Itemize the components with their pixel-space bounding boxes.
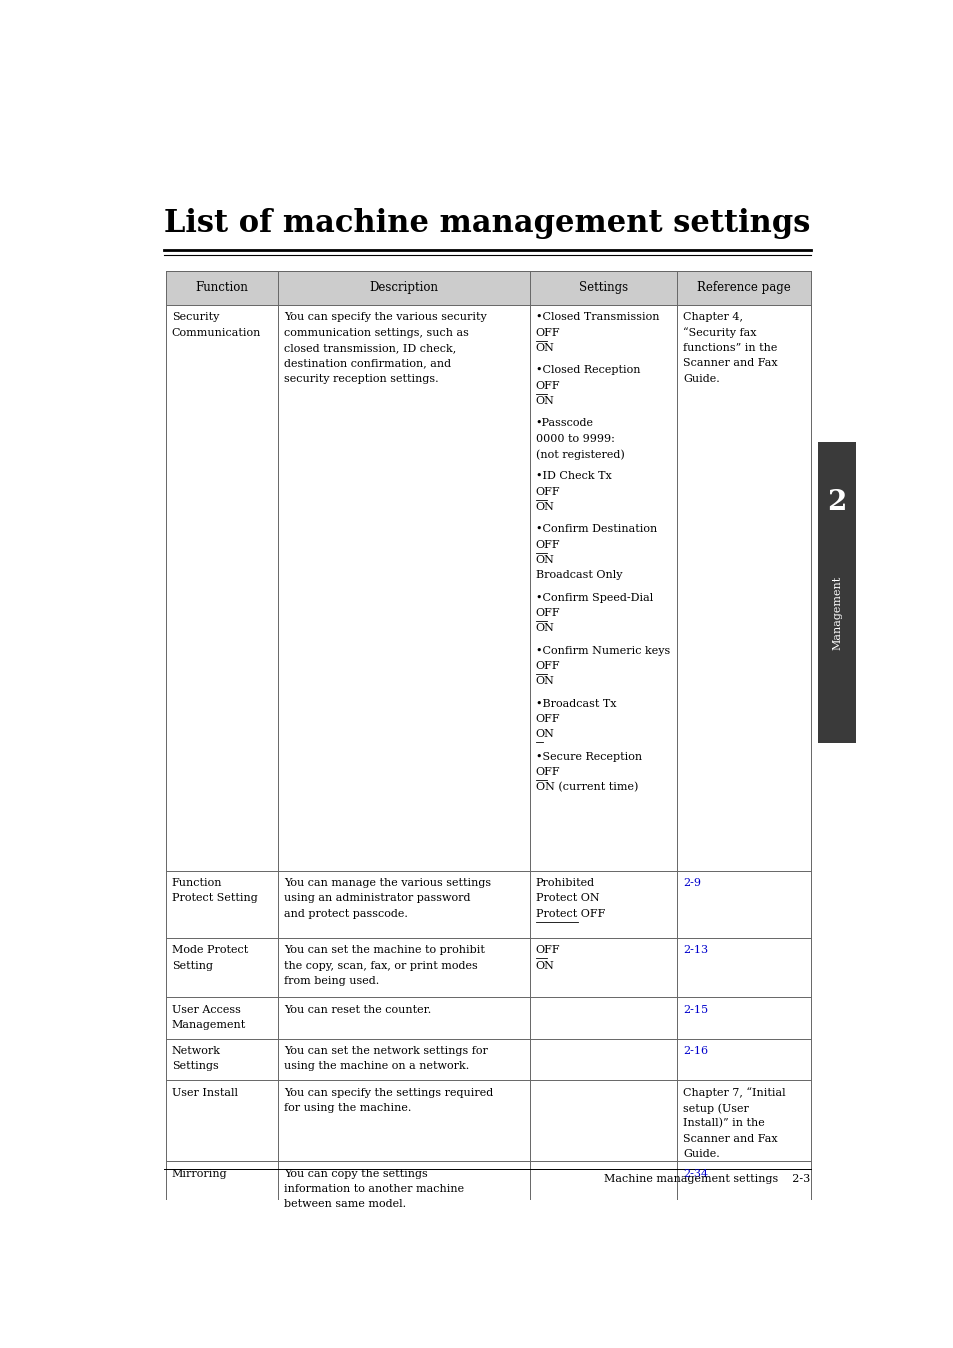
Text: using the machine on a network.: using the machine on a network. bbox=[284, 1061, 469, 1072]
Text: Prohibited: Prohibited bbox=[535, 878, 594, 888]
Text: •ID Check Tx: •ID Check Tx bbox=[535, 472, 611, 481]
Text: for using the machine.: for using the machine. bbox=[284, 1103, 411, 1113]
Text: ON: ON bbox=[535, 555, 554, 565]
Text: Settings: Settings bbox=[578, 282, 627, 294]
Text: between same model.: between same model. bbox=[284, 1200, 406, 1209]
Text: Management: Management bbox=[831, 576, 841, 650]
Text: Protect ON: Protect ON bbox=[535, 894, 598, 903]
Text: You can set the machine to prohibit: You can set the machine to prohibit bbox=[284, 945, 484, 956]
Text: Scanner and Fax: Scanner and Fax bbox=[682, 1134, 778, 1143]
Text: Chapter 7, “Initial: Chapter 7, “Initial bbox=[682, 1088, 785, 1099]
Text: You can specify the various security: You can specify the various security bbox=[284, 313, 486, 322]
Text: You can set the network settings for: You can set the network settings for bbox=[284, 1046, 488, 1055]
Text: List of machine management settings: List of machine management settings bbox=[164, 209, 809, 240]
FancyBboxPatch shape bbox=[166, 271, 810, 305]
Text: OFF: OFF bbox=[535, 608, 559, 617]
Text: Management: Management bbox=[172, 1020, 246, 1030]
Text: communication settings, such as: communication settings, such as bbox=[284, 328, 469, 337]
Text: •Broadcast Tx: •Broadcast Tx bbox=[535, 698, 616, 709]
Text: security reception settings.: security reception settings. bbox=[284, 373, 438, 384]
Text: Description: Description bbox=[369, 282, 438, 294]
Text: •Closed Transmission: •Closed Transmission bbox=[535, 313, 659, 322]
Text: OFF: OFF bbox=[535, 328, 559, 337]
Text: You can copy the settings: You can copy the settings bbox=[284, 1169, 428, 1178]
Text: Security: Security bbox=[172, 313, 219, 322]
Text: •Secure Reception: •Secure Reception bbox=[535, 752, 641, 762]
Text: OFF: OFF bbox=[535, 380, 559, 391]
Text: ON: ON bbox=[535, 396, 554, 406]
Text: Mirroring: Mirroring bbox=[172, 1169, 227, 1178]
Text: using an administrator password: using an administrator password bbox=[284, 894, 470, 903]
Text: Machine management settings    2-3: Machine management settings 2-3 bbox=[603, 1174, 810, 1184]
Text: Broadcast Only: Broadcast Only bbox=[535, 570, 621, 581]
Text: You can reset the counter.: You can reset the counter. bbox=[284, 1004, 431, 1015]
Text: 2-13: 2-13 bbox=[682, 945, 708, 956]
Text: You can specify the settings required: You can specify the settings required bbox=[284, 1088, 493, 1097]
Text: ON: ON bbox=[535, 342, 554, 353]
Text: ON (current time): ON (current time) bbox=[535, 782, 638, 793]
Text: •Confirm Destination: •Confirm Destination bbox=[535, 524, 656, 534]
Text: the copy, scan, fax, or print modes: the copy, scan, fax, or print modes bbox=[284, 961, 477, 971]
Text: User Install: User Install bbox=[172, 1088, 237, 1097]
Text: Scanner and Fax: Scanner and Fax bbox=[682, 359, 778, 368]
Text: OFF: OFF bbox=[535, 539, 559, 550]
FancyBboxPatch shape bbox=[817, 442, 856, 743]
Text: information to another machine: information to another machine bbox=[284, 1184, 464, 1194]
Text: OFF: OFF bbox=[535, 714, 559, 724]
Text: ON: ON bbox=[535, 623, 554, 634]
Text: Guide.: Guide. bbox=[682, 1148, 720, 1159]
Text: ON: ON bbox=[535, 501, 554, 512]
Text: from being used.: from being used. bbox=[284, 976, 379, 987]
Text: •Passcode: •Passcode bbox=[535, 418, 593, 429]
Text: Reference page: Reference page bbox=[697, 282, 790, 294]
Text: ON: ON bbox=[535, 677, 554, 686]
Text: Function: Function bbox=[195, 282, 248, 294]
Text: Guide.: Guide. bbox=[682, 373, 720, 384]
Text: Function: Function bbox=[172, 878, 222, 888]
Text: 2-34: 2-34 bbox=[682, 1169, 708, 1178]
Text: •Confirm Numeric keys: •Confirm Numeric keys bbox=[535, 646, 669, 655]
Text: OFF: OFF bbox=[535, 767, 559, 776]
Text: Install)” in the: Install)” in the bbox=[682, 1119, 764, 1128]
Text: destination confirmation, and: destination confirmation, and bbox=[284, 359, 451, 368]
Text: Network: Network bbox=[172, 1046, 220, 1055]
Text: 2-15: 2-15 bbox=[682, 1004, 708, 1015]
Text: ON: ON bbox=[535, 961, 554, 971]
Text: Mode Protect: Mode Protect bbox=[172, 945, 248, 956]
Text: Communication: Communication bbox=[172, 328, 261, 337]
Text: (not registered): (not registered) bbox=[535, 449, 623, 460]
Text: and protect passcode.: and protect passcode. bbox=[284, 909, 408, 919]
Text: 2: 2 bbox=[826, 489, 846, 516]
Text: •Confirm Speed-Dial: •Confirm Speed-Dial bbox=[535, 593, 652, 603]
Text: Protect Setting: Protect Setting bbox=[172, 894, 257, 903]
Text: 0000 to 9999:: 0000 to 9999: bbox=[535, 434, 614, 443]
Text: OFF: OFF bbox=[535, 661, 559, 671]
Text: OFF: OFF bbox=[535, 945, 559, 956]
Text: functions” in the: functions” in the bbox=[682, 342, 777, 353]
Text: Settings: Settings bbox=[172, 1061, 218, 1072]
Text: 2-9: 2-9 bbox=[682, 878, 700, 888]
Text: Chapter 4,: Chapter 4, bbox=[682, 313, 742, 322]
Text: Setting: Setting bbox=[172, 961, 213, 971]
Text: closed transmission, ID check,: closed transmission, ID check, bbox=[284, 342, 456, 353]
Text: ON: ON bbox=[535, 729, 554, 739]
Text: You can manage the various settings: You can manage the various settings bbox=[284, 878, 491, 888]
Text: 2-16: 2-16 bbox=[682, 1046, 708, 1055]
Text: OFF: OFF bbox=[535, 487, 559, 496]
Text: User Access: User Access bbox=[172, 1004, 240, 1015]
Text: setup (User: setup (User bbox=[682, 1103, 748, 1113]
Text: •Closed Reception: •Closed Reception bbox=[535, 365, 639, 375]
Text: Protect OFF: Protect OFF bbox=[535, 909, 604, 919]
Text: “Security fax: “Security fax bbox=[682, 328, 756, 338]
